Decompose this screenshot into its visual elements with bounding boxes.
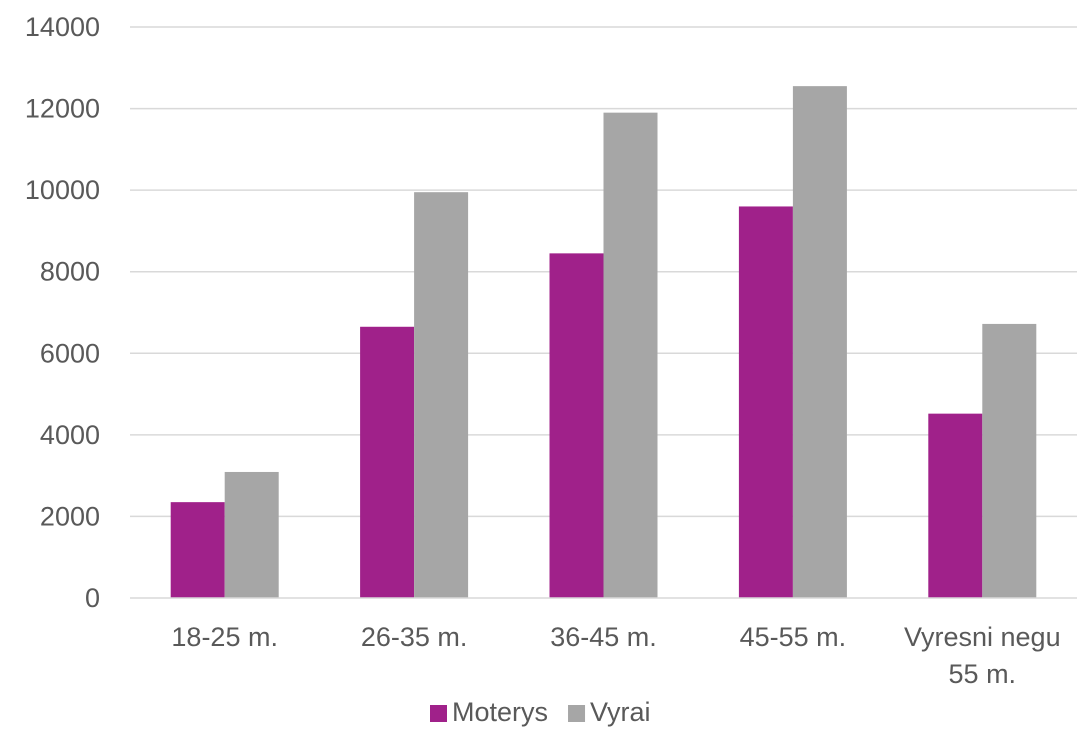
y-tick-label: 8000: [40, 257, 100, 287]
x-tick-label-line: 45-55 m.: [740, 622, 847, 652]
bar-vyrai-4: [982, 323, 1037, 598]
bar-moterys-1: [360, 326, 415, 598]
x-tick-label-line: 18-25 m.: [171, 622, 278, 652]
legend-label-vyrai: Vyrai: [590, 697, 651, 727]
y-tick-label: 0: [85, 583, 100, 613]
legend: Moterys Vyrai: [430, 697, 651, 727]
y-tick-label: 6000: [40, 338, 100, 368]
x-tick-label: Vyresni negu 55 m.: [904, 622, 1061, 689]
bar-vyrai-1: [414, 192, 469, 599]
x-tick-label-line: 36-45 m.: [550, 622, 657, 652]
y-tick-label: 14000: [25, 12, 100, 42]
y-tick-label: 10000: [25, 175, 100, 205]
x-tick-label-line: 55 m.: [949, 659, 1017, 689]
x-tick-label: 26-35 m.: [361, 622, 468, 652]
legend-swatch-vyrai: [568, 705, 586, 722]
bar-vyrai-3: [792, 86, 847, 598]
x-tick-label: 36-45 m.: [550, 622, 657, 652]
bar-moterys-2: [549, 253, 604, 598]
legend-swatch-moterys: [430, 705, 447, 722]
bar-vyrai-2: [603, 112, 658, 599]
y-axis: 0 2000 4000 6000 8000 10000 12000 14000: [25, 12, 100, 613]
x-tick-label-line: Vyresni negu: [904, 622, 1061, 652]
bar-vyrai-0: [224, 471, 279, 598]
legend-label-moterys: Moterys: [452, 697, 548, 727]
bars: [170, 86, 1037, 599]
y-tick-label: 12000: [25, 94, 100, 124]
x-axis: 18-25 m. 26-35 m. 36-45 m. 45-55 m. Vyresni …: [130, 597, 1077, 689]
y-tick-label: 4000: [40, 420, 100, 450]
x-tick-label: 45-55 m.: [740, 622, 847, 652]
bar-moterys-3: [738, 206, 793, 598]
bar-moterys-0: [170, 502, 225, 598]
x-tick-label-line: 26-35 m.: [361, 622, 468, 652]
y-tick-label: 2000: [40, 501, 100, 531]
x-tick-label: 18-25 m.: [171, 622, 278, 652]
bar-moterys-4: [928, 413, 983, 598]
